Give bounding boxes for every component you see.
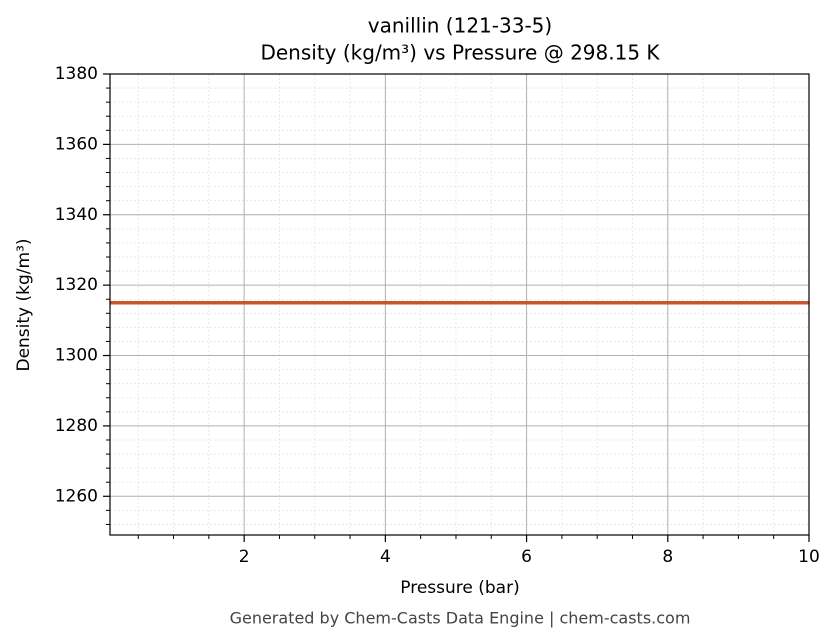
y-tick-label: 1360 bbox=[55, 134, 98, 154]
y-tick-label: 1380 bbox=[55, 64, 98, 84]
y-tick-label: 1300 bbox=[55, 346, 98, 366]
y-tick-label: 1280 bbox=[55, 416, 98, 436]
x-axis-label: Pressure (bar) bbox=[400, 578, 519, 598]
y-tick-label: 1340 bbox=[55, 205, 98, 225]
y-tick-label: 1320 bbox=[55, 275, 98, 295]
y-tick-label: 1260 bbox=[55, 486, 98, 506]
x-tick-label: 4 bbox=[380, 547, 391, 567]
x-tick-label: 10 bbox=[798, 547, 820, 567]
chart-title: vanillin (121-33-5) bbox=[368, 14, 552, 38]
chart-subtitle: Density (kg/m³) vs Pressure @ 298.15 K bbox=[260, 41, 660, 65]
footer: Generated by Chem-Casts Data Engine | ch… bbox=[230, 609, 691, 628]
y-axis-label: Density (kg/m³) bbox=[14, 238, 34, 371]
x-tick-label: 8 bbox=[662, 547, 673, 567]
x-tick-label: 6 bbox=[521, 547, 532, 567]
x-tick-label: 2 bbox=[239, 547, 250, 567]
plot-frame bbox=[109, 73, 810, 536]
